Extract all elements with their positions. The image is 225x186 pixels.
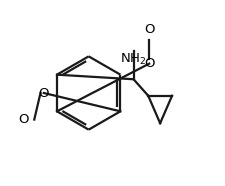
Text: O: O [38, 86, 49, 100]
Text: O: O [144, 57, 154, 70]
Text: NH$_2$: NH$_2$ [120, 52, 147, 67]
Text: O: O [19, 113, 29, 126]
Text: O: O [144, 23, 154, 36]
